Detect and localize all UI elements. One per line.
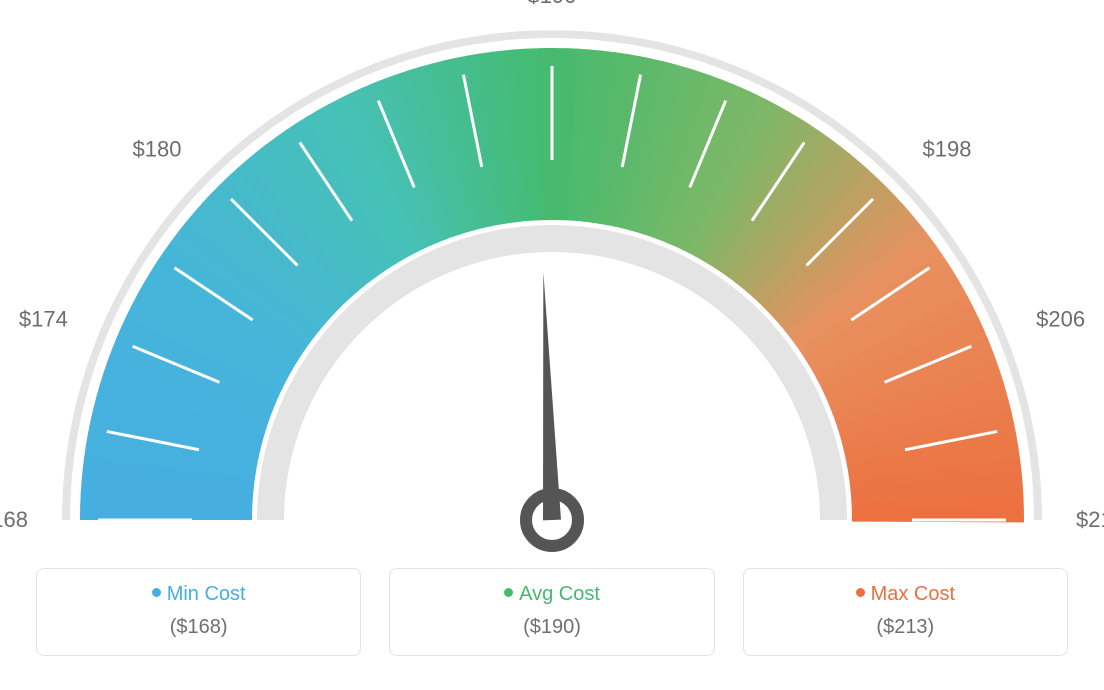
svg-text:$206: $206 (1036, 306, 1085, 331)
legend-dot-avg (504, 588, 513, 597)
legend-label-min: Min Cost (47, 583, 350, 606)
gauge-svg: $168 $174 $180 $190 $198 $206 $213 (0, 0, 1104, 560)
legend-value-min: ($168) (47, 616, 350, 639)
legend-dot-max (856, 588, 865, 597)
legend-label-max: Max Cost (754, 583, 1057, 606)
svg-text:$180: $180 (133, 136, 182, 161)
svg-text:$198: $198 (923, 136, 972, 161)
legend-text-max: Max Cost (871, 583, 955, 605)
svg-text:$190: $190 (528, 0, 577, 8)
legend-card-avg: Avg Cost ($190) (389, 568, 714, 656)
legend-text-avg: Avg Cost (519, 583, 600, 605)
svg-text:$174: $174 (19, 306, 68, 331)
legend-value-avg: ($190) (400, 616, 703, 639)
legend-text-min: Min Cost (167, 583, 246, 605)
gauge-chart: $168 $174 $180 $190 $198 $206 $213 (0, 0, 1104, 560)
svg-text:$168: $168 (0, 507, 28, 532)
legend-value-max: ($213) (754, 616, 1057, 639)
svg-text:$213: $213 (1076, 507, 1104, 532)
legend-card-min: Min Cost ($168) (36, 568, 361, 656)
legend-row: Min Cost ($168) Avg Cost ($190) Max Cost… (0, 560, 1104, 656)
legend-dot-min (152, 588, 161, 597)
legend-card-max: Max Cost ($213) (743, 568, 1068, 656)
legend-label-avg: Avg Cost (400, 583, 703, 606)
